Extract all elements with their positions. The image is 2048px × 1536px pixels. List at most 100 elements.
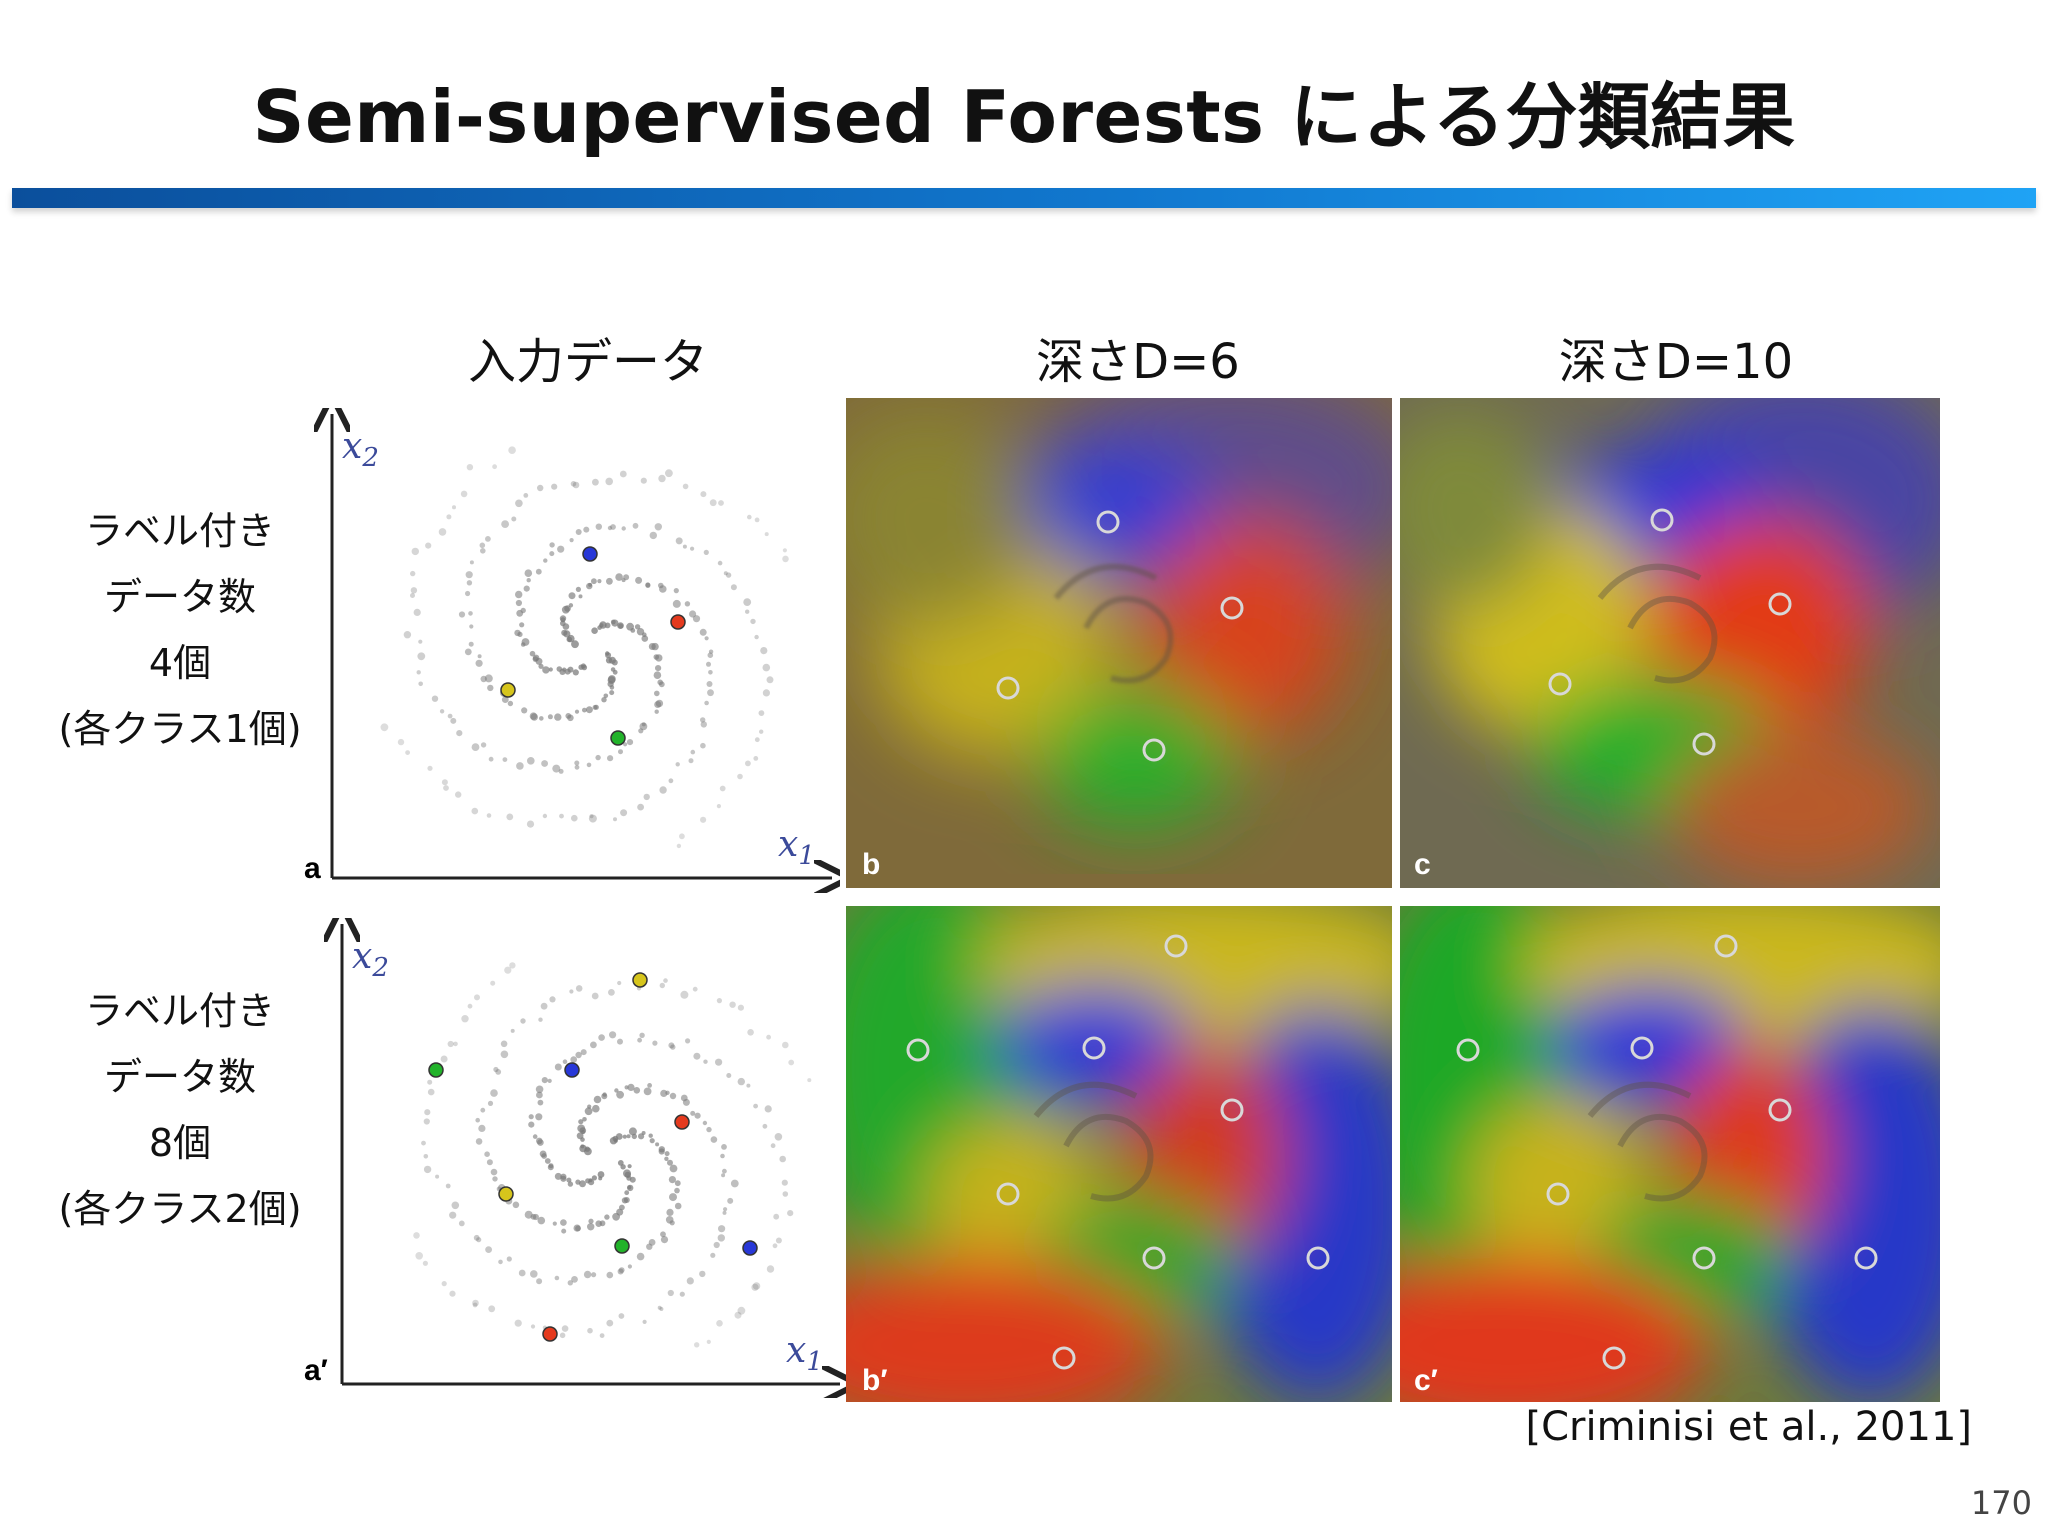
labeled-point-yellow <box>996 676 1020 700</box>
unlabeled-point <box>455 791 462 798</box>
panel-label-b: b <box>862 848 880 881</box>
unlabeled-point <box>645 582 651 588</box>
labeled-point-blue <box>1096 510 1120 534</box>
unlabeled-point <box>417 652 426 661</box>
x-axis-label: x1 <box>778 824 815 871</box>
page-number: 170 <box>1970 1484 2032 1522</box>
unlabeled-point <box>708 670 713 675</box>
unlabeled-point <box>729 1001 736 1008</box>
unlabeled-point <box>593 704 599 710</box>
unlabeled-point <box>544 1158 551 1164</box>
unlabeled-point <box>773 1213 780 1220</box>
labeled-point-green <box>1692 1246 1716 1270</box>
unlabeled-point <box>514 1319 522 1327</box>
unlabeled-point <box>425 542 432 549</box>
labeled-point-red <box>542 1326 558 1342</box>
unlabeled-point <box>472 1302 478 1308</box>
unlabeled-point <box>682 544 687 549</box>
unlabeled-point <box>514 629 521 637</box>
unlabeled-point <box>484 1151 490 1157</box>
unlabeled-point <box>571 814 578 822</box>
unlabeled-point <box>753 1103 758 1109</box>
unlabeled-point <box>435 1174 440 1179</box>
unlabeled-point <box>593 1095 602 1104</box>
row-label-line: データ数 <box>103 1055 256 1099</box>
unlabeled-point <box>621 526 626 531</box>
unlabeled-point <box>539 1150 547 1158</box>
unlabeled-point <box>552 764 561 773</box>
labeled-point-green <box>1456 1038 1480 1062</box>
labeled-point-green <box>1692 732 1716 756</box>
unlabeled-point <box>591 627 598 634</box>
unlabeled-point <box>484 674 493 683</box>
unlabeled-point <box>762 1123 768 1129</box>
unlabeled-point <box>540 1002 548 1010</box>
unlabeled-points <box>413 962 812 1348</box>
unlabeled-point <box>632 522 639 529</box>
labeled-point-red <box>1602 1346 1626 1370</box>
unlabeled-point <box>590 1041 597 1049</box>
unlabeled-point <box>538 663 544 669</box>
unlabeled-point <box>569 989 574 994</box>
unlabeled-point <box>660 1231 666 1238</box>
unlabeled-point <box>599 623 604 628</box>
unlabeled-point <box>475 1138 483 1145</box>
unlabeled-point <box>638 728 644 734</box>
unlabeled-point <box>718 500 724 506</box>
unlabeled-point <box>575 1051 582 1059</box>
unlabeled-point <box>508 446 516 454</box>
unlabeled-point <box>647 1083 652 1088</box>
unlabeled-point <box>629 1176 636 1183</box>
unlabeled-point <box>587 1104 592 1109</box>
unlabeled-point <box>556 666 563 672</box>
unlabeled-point <box>653 671 662 679</box>
unlabeled-point <box>633 1087 641 1094</box>
unlabeled-point <box>641 1131 646 1135</box>
unlabeled-point <box>754 517 760 523</box>
unlabeled-point <box>549 542 555 548</box>
unlabeled-point <box>676 843 682 849</box>
unlabeled-point <box>668 778 674 784</box>
unlabeled-point <box>515 590 523 599</box>
unlabeled-point <box>730 584 737 591</box>
unlabeled-point <box>467 1003 473 1009</box>
unlabeled-point <box>720 1153 725 1159</box>
unlabeled-point <box>549 551 555 557</box>
labeled-point-red <box>1768 592 1792 616</box>
unlabeled-point <box>588 1218 594 1224</box>
unlabeled-point <box>492 1176 498 1182</box>
unlabeled-point <box>572 669 579 676</box>
unlabeled-point <box>626 739 634 746</box>
unlabeled-point <box>529 712 538 720</box>
unlabeled-point <box>737 773 743 780</box>
unlabeled-point <box>663 978 668 983</box>
unlabeled-point <box>685 1038 691 1044</box>
unlabeled-point <box>564 605 571 612</box>
labeled-point-blue <box>1650 508 1674 532</box>
unlabeled-point <box>427 1079 433 1085</box>
unlabeled-point <box>441 779 448 786</box>
unlabeled-point <box>680 990 689 999</box>
unlabeled-point <box>427 1088 435 1096</box>
unlabeled-point <box>524 1210 533 1219</box>
unlabeled-point <box>490 980 496 986</box>
unlabeled-point <box>664 1151 670 1157</box>
unlabeled-point <box>703 549 709 555</box>
unlabeled-point <box>416 670 421 675</box>
unlabeled-point <box>722 1210 727 1215</box>
unlabeled-point <box>529 650 536 657</box>
unlabeled-point <box>686 1277 694 1285</box>
unlabeled-point <box>595 523 602 530</box>
unlabeled-point <box>770 1143 776 1149</box>
unlabeled-point <box>548 1163 554 1169</box>
row-label-line: 4個 <box>148 641 212 685</box>
labeled-point-red <box>1768 1098 1792 1122</box>
unlabeled-point <box>657 1305 662 1310</box>
unlabeled-point <box>458 611 466 618</box>
unlabeled-point <box>764 1105 772 1113</box>
unlabeled-point <box>456 730 463 737</box>
row-label-4-labels: ラベル付き データ数 4個 (各クラス1個) <box>40 498 320 762</box>
unlabeled-point <box>418 639 423 644</box>
unlabeled-point <box>586 762 592 768</box>
unlabeled-point <box>580 1049 587 1056</box>
